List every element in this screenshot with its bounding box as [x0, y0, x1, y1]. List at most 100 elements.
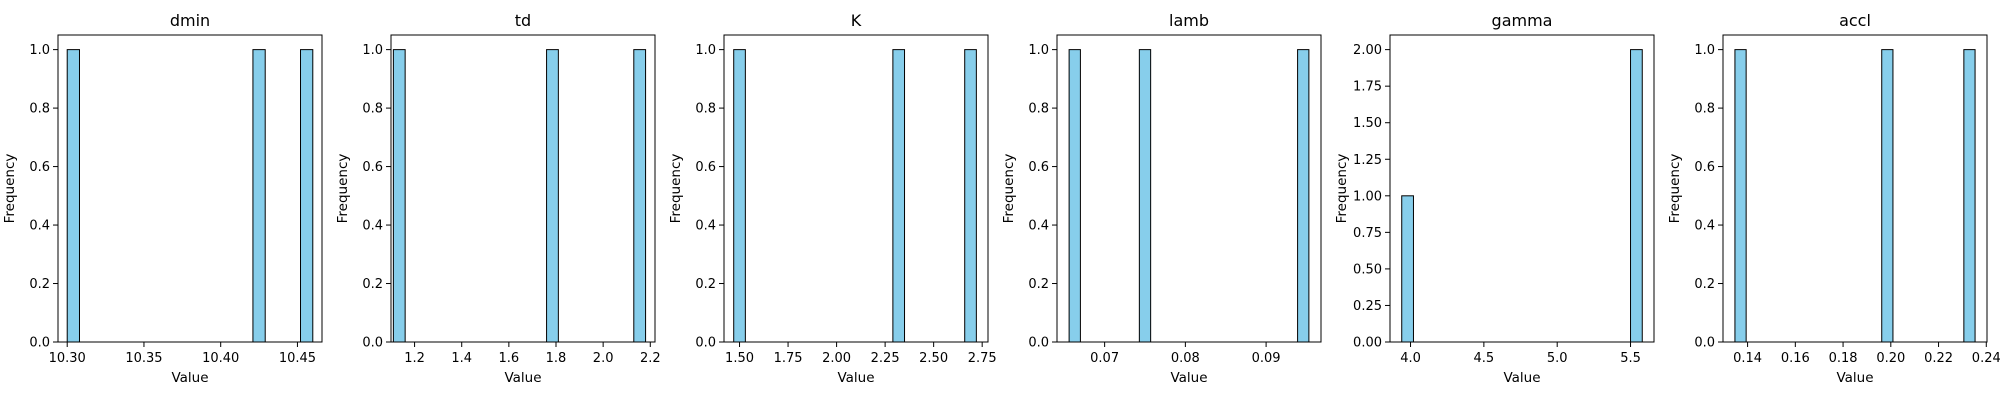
- y-tick-label: 0.6: [1028, 160, 1049, 175]
- y-tick-label: 1.0: [29, 43, 50, 58]
- x-tick-label: 1.6: [499, 351, 520, 366]
- y-tick-label: 0.50: [1353, 262, 1382, 277]
- y-axis-label: Frequency: [2, 154, 18, 224]
- histogram-bar: [392, 49, 406, 343]
- x-tick-label: 0.08: [1171, 351, 1200, 366]
- y-tick-label: 1.0: [1694, 43, 1715, 58]
- subplot-title: lamb: [1169, 11, 1209, 30]
- y-tick-label: 0.8: [1028, 102, 1049, 117]
- x-axis-label: Value: [1836, 370, 1873, 386]
- x-tick-label: 2.50: [919, 351, 948, 366]
- x-tick-label: 10.35: [125, 351, 162, 366]
- y-axis-label: Frequency: [1001, 154, 1017, 224]
- x-tick-label: 0.24: [1972, 351, 2000, 366]
- x-tick-label: 5.5: [1620, 351, 1641, 366]
- histogram-bar: [1138, 49, 1152, 343]
- x-tick-label: 0.18: [1829, 351, 1858, 366]
- y-tick-label: 1.0: [362, 43, 383, 58]
- y-tick-label: 0.6: [695, 160, 716, 175]
- axes-frame: [57, 34, 323, 343]
- x-tick-label: 1.4: [451, 351, 472, 366]
- y-tick-label: 0.2: [1028, 277, 1049, 292]
- subplot-lamb: 0.07 0.08 0.09 0.0 0.2 0.4 0.6 0.8 1.0 lamb Value F…: [1001, 11, 1322, 386]
- subplot-td: 1.2 1.4 1.6 1.8 2.0 2.2 0.0 0.2 0.4 0.6 0.8 1.0 td Va…: [335, 11, 661, 386]
- x-tick-label: 1.75: [774, 351, 803, 366]
- histogram-bar: [1401, 195, 1414, 343]
- subplot-title: accl: [1839, 11, 1871, 30]
- y-tick-label: 1.25: [1353, 153, 1382, 168]
- y-tick-label: 0.6: [29, 160, 50, 175]
- x-tick-label: 0.16: [1781, 351, 1810, 366]
- histogram-bar: [1068, 49, 1081, 343]
- histogram-bar: [1297, 49, 1310, 343]
- histogram-bar: [633, 49, 647, 343]
- histogram-bar: [1734, 49, 1747, 343]
- histogram-bar: [733, 49, 746, 343]
- y-tick-label: 0.75: [1353, 226, 1382, 241]
- y-tick-label: 0.8: [29, 102, 50, 117]
- histogram-bar: [892, 49, 906, 343]
- subplot-accl: 0.14 0.16 0.18 0.20 0.22 0.24 0.0 0.2 0.4 0.6 0.8 1…: [1667, 11, 2000, 386]
- y-tick-label: 0.8: [1694, 102, 1715, 117]
- x-axis-label: Value: [1503, 370, 1540, 386]
- y-tick-label: 0.2: [29, 277, 50, 292]
- x-axis-label: Value: [837, 370, 874, 386]
- y-axis-label: Frequency: [668, 154, 684, 224]
- axes-frame: [1722, 34, 1988, 343]
- y-tick-label: 0.8: [695, 102, 716, 117]
- histogram-bar: [300, 49, 314, 343]
- y-tick-label: 0.6: [362, 160, 383, 175]
- x-tick-label: 10.30: [49, 351, 86, 366]
- y-tick-label: 0.4: [29, 219, 50, 234]
- histogram-bar: [1963, 49, 1976, 343]
- y-tick-label: 0.25: [1353, 299, 1382, 314]
- x-tick-label: 2.00: [822, 351, 851, 366]
- x-tick-label: 0.09: [1252, 351, 1281, 366]
- y-tick-label: 1.0: [1028, 43, 1049, 58]
- histogram-bar: [1881, 49, 1894, 343]
- subplot-gamma: 4.0 4.5 5.0 5.5 0.00 0.25 0.50 0.75 1.00 1.25 1.50…: [1334, 11, 1655, 386]
- x-tick-label: 2.75: [968, 351, 997, 366]
- x-tick-label: 2.2: [640, 351, 661, 366]
- y-axis-label: Frequency: [1334, 154, 1350, 224]
- x-axis-label: Value: [504, 370, 541, 386]
- y-tick-label: 0.00: [1353, 336, 1382, 351]
- axes-frame: [1389, 34, 1655, 343]
- y-tick-label: 2.00: [1353, 43, 1382, 58]
- x-tick-label: 4.5: [1474, 351, 1495, 366]
- x-axis-label: Value: [1170, 370, 1207, 386]
- histogram-bar: [964, 49, 977, 343]
- x-tick-label: 2.0: [593, 351, 614, 366]
- y-tick-label: 0.8: [362, 102, 383, 117]
- y-tick-label: 0.0: [29, 336, 50, 351]
- axes-frame: [723, 34, 989, 343]
- subplot-title: td: [515, 11, 531, 30]
- x-tick-label: 10.45: [279, 351, 316, 366]
- y-tick-label: 1.00: [1353, 189, 1382, 204]
- axes-frame: [1056, 34, 1322, 343]
- y-tick-label: 0.0: [695, 336, 716, 351]
- y-tick-label: 1.75: [1353, 80, 1382, 95]
- x-tick-label: 0.22: [1924, 351, 1953, 366]
- x-tick-label: 1.8: [546, 351, 567, 366]
- x-tick-label: 1.2: [404, 351, 425, 366]
- subplot-K: 1.50 1.75 2.00 2.25 2.50 2.75 0.0 0.2 0.4 0.6 0.8 1…: [668, 11, 997, 386]
- histogram-bar: [66, 49, 80, 343]
- y-tick-label: 0.4: [1028, 219, 1049, 234]
- histogram-bar: [252, 49, 266, 343]
- y-tick-label: 0.0: [1694, 336, 1715, 351]
- subplot-title: dmin: [170, 11, 210, 30]
- y-axis-label: Frequency: [1667, 154, 1683, 224]
- y-tick-label: 0.4: [362, 219, 383, 234]
- histogram-bar: [1630, 49, 1643, 343]
- subplot-title: gamma: [1492, 11, 1553, 30]
- y-tick-label: 1.50: [1353, 116, 1382, 131]
- y-tick-label: 0.4: [695, 219, 716, 234]
- x-tick-label: 5.0: [1547, 351, 1568, 366]
- histogram-bar: [546, 49, 559, 343]
- x-tick-label: 2.25: [871, 351, 900, 366]
- y-tick-label: 0.4: [1694, 219, 1715, 234]
- y-tick-label: 0.2: [1694, 277, 1715, 292]
- x-tick-label: 4.0: [1400, 351, 1421, 366]
